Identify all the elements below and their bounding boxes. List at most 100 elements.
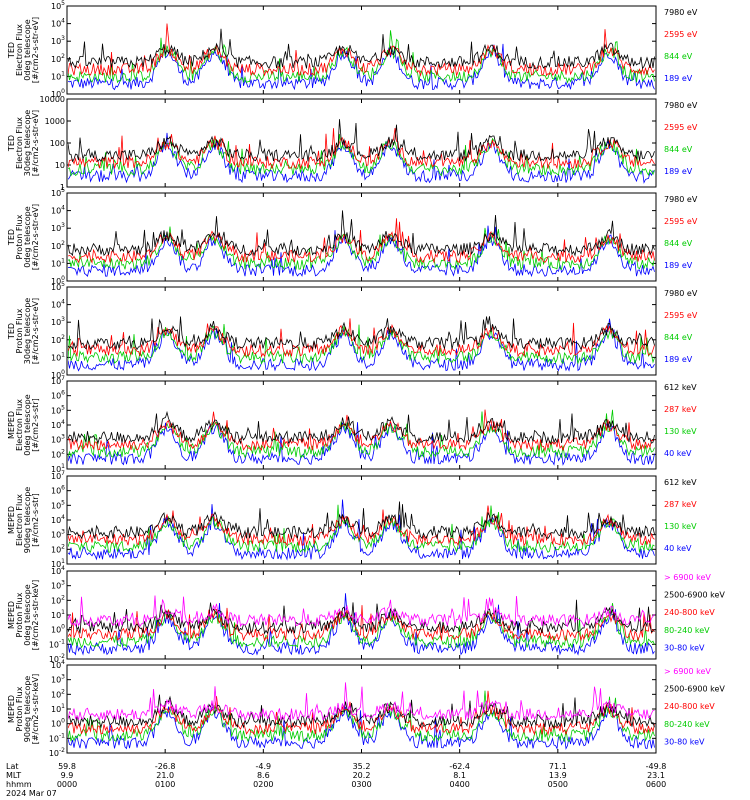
series-trace (68, 504, 655, 554)
series-trace (68, 225, 655, 278)
y-tick-label: 102 (51, 448, 65, 459)
series-trace (68, 23, 655, 77)
series-trace (68, 694, 655, 729)
y-axis-label: 90deg telescope (23, 487, 32, 554)
panel-frame (66, 5, 657, 95)
lat-tick-label: -26.8 (155, 762, 176, 771)
x-axis-row-label: Lat (6, 762, 19, 771)
series-trace (68, 421, 655, 466)
y-tick-label: 102 (51, 688, 65, 699)
y-tick-label: 100 (51, 88, 65, 99)
series-trace (68, 595, 655, 628)
legend-entry: 844 eV (664, 239, 693, 248)
legend-entry: 40 keV (664, 449, 692, 458)
hhmm-tick-label: 0300 (351, 780, 371, 789)
series-trace (68, 28, 655, 70)
mlt-tick-label: 8.6 (257, 771, 270, 780)
legend-entry: 240-800 keV (664, 702, 715, 711)
y-axis-label: [#/cm2-s-str-eV] (31, 110, 40, 176)
y-axis-label: [#/cm2-s-str-keV] (31, 580, 40, 651)
mlt-tick-label: 13.9 (549, 771, 567, 780)
y-tick-label: 102 (51, 334, 65, 345)
legend-entry: 2595 eV (664, 311, 698, 320)
hhmm-tick-label: 0100 (155, 780, 175, 789)
y-axis-label: Electron Flux (15, 399, 24, 451)
series-trace (68, 30, 655, 84)
y-axis-label: TED (7, 135, 16, 152)
y-axis-label: MEPED (7, 506, 16, 534)
series-trace (68, 409, 655, 452)
series-trace (68, 690, 655, 743)
y-tick-label: 101 (51, 703, 65, 714)
series-trace (68, 43, 655, 91)
lat-tick-label: 59.8 (58, 762, 76, 771)
legend-entry: 130 keV (664, 522, 697, 531)
y-tick-label: 10-2 (49, 747, 65, 758)
y-tick-label: 104 (51, 18, 65, 29)
y-axis-label: MEPED (7, 601, 16, 629)
series-trace (68, 705, 655, 750)
y-tick-label: 101 (51, 70, 65, 81)
y-tick-label: 101 (51, 463, 65, 474)
series-trace (68, 128, 655, 170)
y-axis-label: TED (7, 229, 16, 246)
legend-entry: 30-80 keV (664, 643, 705, 652)
legend-entry: 130 keV (664, 427, 697, 436)
y-tick-label: 10000 (40, 95, 65, 104)
series-trace (68, 593, 655, 656)
y-tick-label: 102 (51, 594, 65, 605)
y-tick-label: 104 (51, 514, 65, 525)
y-tick-label: 103 (51, 316, 65, 327)
legend-entry: 30-80 keV (664, 737, 705, 746)
legend-entry: 612 keV (664, 383, 697, 392)
y-tick-label: 100 (51, 275, 65, 286)
y-axis-label: Proton Flux (15, 592, 24, 637)
legend-entry: 287 keV (664, 405, 697, 414)
y-tick-label: 103 (51, 35, 65, 46)
y-axis-label: Proton Flux (15, 308, 24, 353)
series-trace (68, 605, 655, 642)
y-axis-label: 0deg telescope (23, 206, 32, 267)
y-axis-label: 0deg telescope (23, 19, 32, 80)
y-tick-label: 105 (51, 0, 65, 11)
hhmm-tick-label: 0400 (449, 780, 469, 789)
y-tick-label: 101 (51, 558, 65, 569)
legend-entry: 240-800 keV (664, 608, 715, 617)
series-trace (68, 318, 655, 358)
y-tick-label: 106 (51, 390, 65, 401)
legend-entry: 7980 eV (664, 195, 698, 204)
y-tick-label: 103 (51, 434, 65, 445)
mlt-tick-label: 21.0 (156, 771, 174, 780)
y-tick-label: 104 (51, 299, 65, 310)
y-axis-label: 90deg telescope (23, 676, 32, 743)
y-tick-label: 100 (51, 369, 65, 380)
legend-entry: 189 eV (664, 74, 693, 83)
y-tick-label: 1000 (45, 117, 65, 126)
legend-entry: 2595 eV (664, 30, 698, 39)
mlt-tick-label: 20.2 (353, 771, 371, 780)
legend-entry: 844 eV (664, 333, 693, 342)
mlt-tick-label: 8.1 (453, 771, 466, 780)
y-axis-label: 30deg telescope (23, 298, 32, 365)
legend-entry: 189 eV (664, 355, 693, 364)
legend-entry: 80-240 keV (664, 720, 710, 729)
legend-entry: 2595 eV (664, 217, 698, 226)
y-tick-label: 107 (51, 470, 65, 481)
legend-entry: 7980 eV (664, 8, 698, 17)
y-axis-label: [#/cm2-s-str] (31, 398, 40, 451)
y-axis-label: 0deg telescope (23, 394, 32, 455)
lat-tick-label: -4.9 (256, 762, 272, 771)
y-tick-label: 107 (51, 375, 65, 386)
legend-entry: 287 keV (664, 500, 697, 509)
legend-entry: 844 eV (664, 52, 693, 61)
x-axis-row-label: MLT (6, 771, 21, 780)
y-tick-label: 103 (51, 222, 65, 233)
series-trace (68, 410, 655, 445)
y-tick-label: 102 (51, 240, 65, 251)
series-trace (68, 316, 655, 351)
y-tick-label: 105 (51, 187, 65, 198)
lat-tick-label: -49.8 (646, 762, 667, 771)
y-axis-label: Electron Flux (15, 24, 24, 76)
x-axis-row-label: hhmm (6, 780, 32, 789)
